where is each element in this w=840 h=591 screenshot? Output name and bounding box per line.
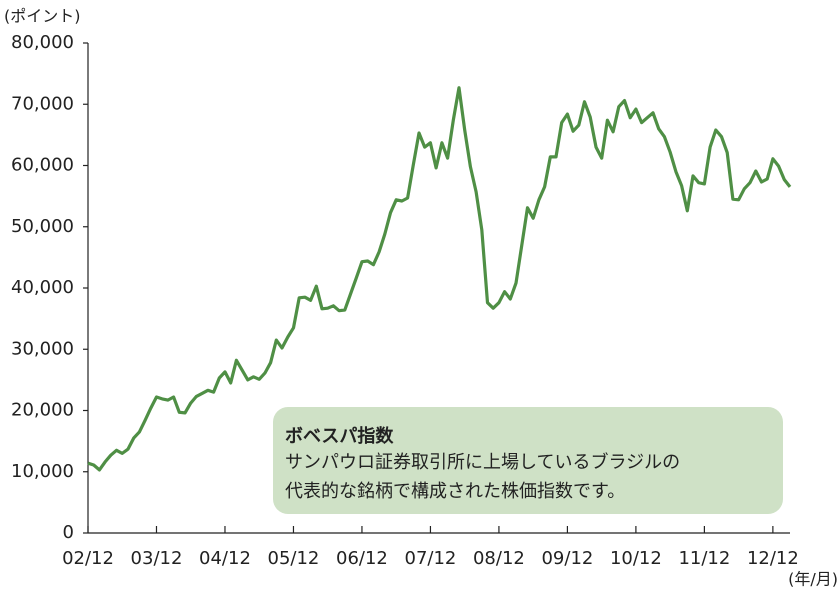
x-tick-label: 11/12 [678, 548, 730, 569]
y-tick-label: 40,000 [11, 277, 74, 298]
series-line [87, 86, 792, 472]
annotation-title: ボベスパ指数 [285, 425, 394, 447]
x-tick-label: 08/12 [473, 548, 525, 569]
y-tick-label: 70,000 [11, 93, 74, 114]
x-tick-label: 10/12 [610, 548, 662, 569]
y-tick-label: 30,000 [11, 338, 74, 359]
y-tick-label: 80,000 [11, 32, 74, 53]
x-unit-label: (年/月) [788, 570, 838, 589]
x-tick-label: 06/12 [336, 548, 388, 569]
x-tick-label: 07/12 [405, 548, 457, 569]
x-tick-label: 04/12 [199, 548, 251, 569]
y-tick-label: 50,000 [11, 216, 74, 237]
y-tick-label: 60,000 [11, 155, 74, 176]
x-tick-label: 03/12 [131, 548, 183, 569]
x-tick-label: 05/12 [268, 548, 320, 569]
annotation-line: 代表的な銘柄で構成された株価指数です。 [285, 481, 625, 502]
annotation-box [273, 407, 783, 514]
x-tick-label: 09/12 [541, 548, 593, 569]
y-tick-label: 0 [63, 522, 74, 543]
y-unit-label: (ポイント) [4, 7, 81, 26]
x-tick-label: 12/12 [747, 548, 799, 569]
y-tick-label: 10,000 [11, 461, 74, 482]
y-tick-label: 20,000 [11, 400, 74, 421]
annotation-line: サンパウロ証券取引所に上場しているブラジルの [285, 451, 680, 473]
x-tick-label: 02/12 [62, 548, 114, 569]
